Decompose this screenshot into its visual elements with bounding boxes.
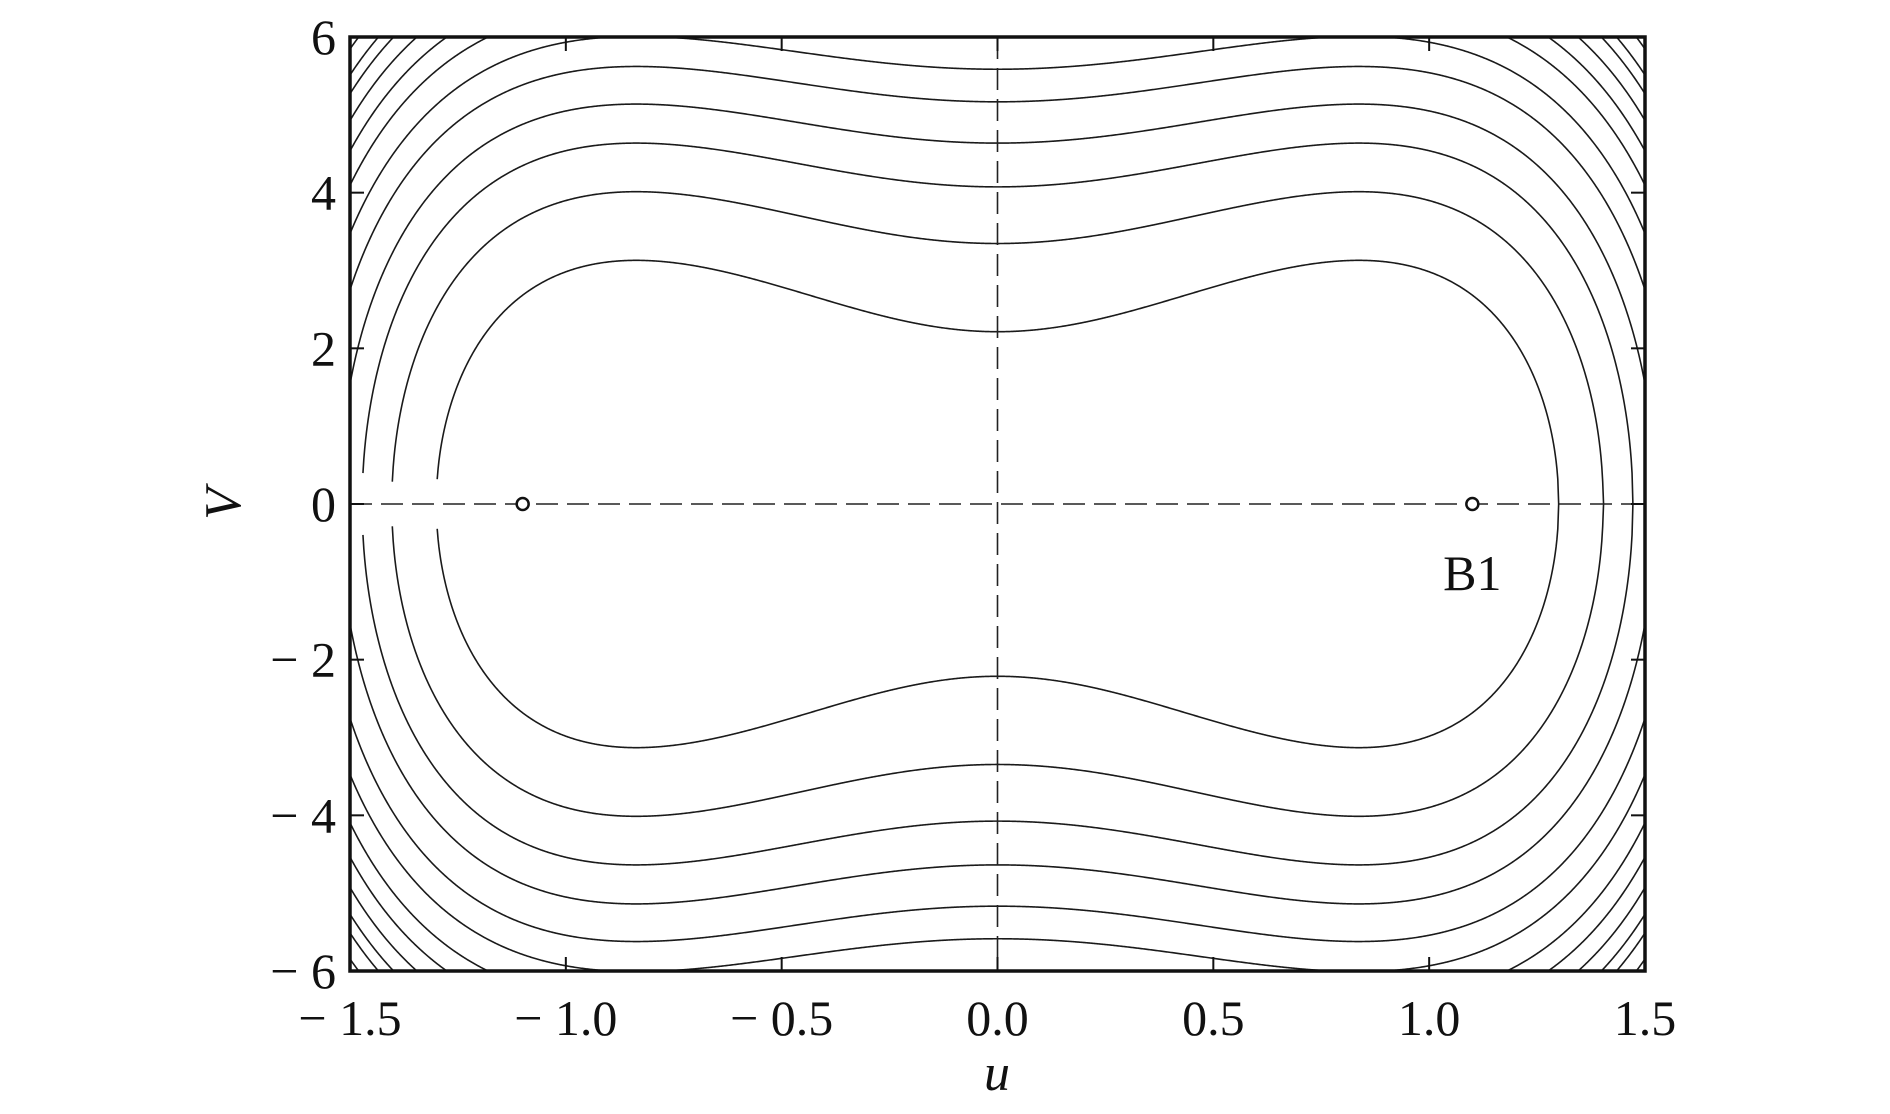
- x-tick-label: − 1.0: [514, 990, 617, 1046]
- contour-curve-6-upper: [350, 37, 1645, 186]
- x-tick-label: 0.0: [966, 990, 1029, 1046]
- x-tick-label: − 1.5: [298, 990, 401, 1046]
- equilibrium-point-0: [515, 496, 530, 512]
- contour-curve-2-upper: [362, 142, 1634, 505]
- equilibrium-point-1: [1465, 496, 1480, 512]
- y-tick-label: 4: [311, 165, 336, 221]
- axis-tick-labels: − 1.5 − 1.0 − 0.5 0.0 0.5 1.0 1.5 6 4 2 0 − 2 − 4 − 6: [270, 9, 1676, 1046]
- equilibrium-points: [515, 496, 1480, 512]
- contour-curve-12-upper: [350, 0, 1645, 18]
- y-tick-label: 0: [311, 476, 336, 532]
- y-tick-label: − 2: [270, 632, 336, 688]
- y-tick-label: − 4: [270, 787, 336, 843]
- y-tick-label: − 6: [270, 943, 336, 999]
- x-tick-label: 1.0: [1398, 990, 1461, 1046]
- x-tick-label: − 0.5: [730, 990, 833, 1046]
- y-tick-label: 2: [311, 320, 336, 376]
- annotation-label: B1: [1443, 545, 1501, 601]
- x-axis-title: u: [984, 1045, 1010, 1102]
- y-tick-label: 6: [311, 9, 336, 65]
- x-tick-label: 1.5: [1614, 990, 1677, 1046]
- axis-ticks: [349, 36, 1646, 972]
- reference-lines: [350, 37, 1645, 971]
- y-axis-title: V: [195, 483, 252, 520]
- x-tick-label: 0.5: [1182, 990, 1245, 1046]
- annotations: B1: [1443, 545, 1501, 601]
